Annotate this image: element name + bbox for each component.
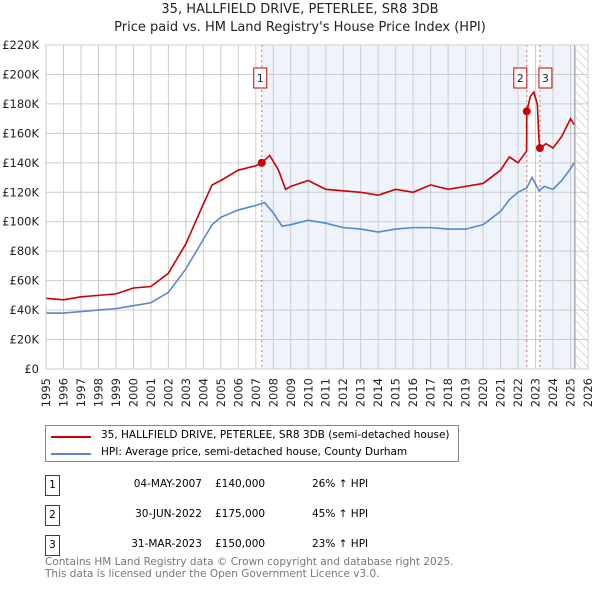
x-tick-label: 2008	[266, 378, 280, 407]
sale-label-box	[513, 67, 528, 89]
legend-hpi: HPI: Average price, semi-detached house,…	[101, 446, 408, 458]
x-tick-label: 2022	[511, 378, 525, 407]
y-tick-label: £140K	[2, 156, 39, 170]
x-tick-label: 2000	[126, 378, 140, 407]
series-line	[45, 90, 575, 301]
legend-blue-line	[51, 453, 91, 455]
x-tick-label: 2025	[564, 378, 578, 407]
future-hatch	[574, 45, 588, 369]
x-tick-label: 2024	[546, 378, 560, 407]
sale-label: 1	[257, 72, 264, 85]
x-tick-label: 2023	[529, 378, 543, 407]
y-tick-label: £100K	[2, 215, 39, 229]
x-tick-label: 2006	[231, 378, 245, 407]
x-tick-label: 2016	[406, 378, 420, 407]
x-tick-label: 2003	[179, 378, 193, 407]
sale-label-box	[538, 67, 553, 89]
sale-marker: 3	[45, 535, 60, 556]
sale-hpi: 45% ↑ HPI	[312, 508, 369, 520]
sale-label: 2	[517, 72, 524, 85]
chart-title: 35, HALLFIELD DRIVE, PETERLEE, SR8 3DB	[161, 2, 439, 17]
x-tick-label: 2020	[476, 378, 490, 407]
y-tick-label: £180K	[2, 97, 39, 111]
x-tick-label: 2001	[144, 378, 158, 407]
sale-label-box	[253, 67, 268, 89]
y-tick-label: £40K	[10, 303, 40, 317]
sale-price: £150,000	[215, 538, 266, 550]
legend: 35, HALLFIELD DRIVE, PETERLEE, SR8 3DB (…	[45, 425, 459, 462]
y-tick-label: £0	[24, 362, 39, 376]
sale-point	[257, 158, 266, 167]
legend-red-line	[51, 436, 91, 438]
y-tick-label: £220K	[2, 38, 39, 52]
sale-date: 04-MAY-2007	[133, 478, 202, 490]
y-tick-label: £60K	[10, 274, 40, 288]
y-tick-label: £200K	[2, 67, 39, 81]
legend-property: 35, HALLFIELD DRIVE, PETERLEE, SR8 3DB (…	[101, 429, 450, 441]
sale-hpi: 23% ↑ HPI	[312, 538, 369, 550]
x-tick-label: 2021	[494, 378, 508, 407]
x-tick-label: 2007	[249, 378, 263, 407]
x-tick-label: 2009	[284, 378, 298, 407]
x-tick-label: 2026	[581, 378, 595, 407]
x-tick-label: 2018	[441, 378, 455, 407]
x-tick-label: 1996	[56, 378, 70, 407]
y-tick-label: £20K	[10, 333, 40, 347]
sale-date: 31-MAR-2023	[131, 538, 202, 550]
sale-label: 3	[542, 72, 549, 85]
x-tick-label: 2013	[354, 378, 368, 407]
x-tick-label: 2005	[214, 378, 228, 407]
sale-price: £175,000	[215, 508, 266, 520]
y-tick-label: £80K	[10, 244, 40, 258]
sale-marker: 2	[45, 505, 60, 526]
table-row: 3 31-MAR-2023 £150,000 23% ↑ HPI	[45, 535, 445, 556]
x-tick-label: 2015	[389, 378, 403, 407]
sale-hpi: 26% ↑ HPI	[312, 478, 369, 490]
x-tick-label: 2014	[371, 378, 385, 407]
sale-date: 30-JUN-2022	[135, 508, 202, 520]
x-tick-label: 2017	[424, 378, 438, 407]
y-tick-label: £120K	[2, 185, 39, 199]
footer-line: Contains HM Land Registry data © Crown c…	[45, 556, 454, 568]
x-tick-label: 2019	[459, 378, 473, 407]
chart-subtitle: Price paid vs. HM Land Registry's House …	[114, 20, 486, 35]
x-tick-label: 1995	[39, 378, 53, 407]
sale-point	[522, 107, 531, 116]
x-tick-label: 2004	[196, 378, 210, 407]
table-row: 1 04-MAY-2007 £140,000 26% ↑ HPI	[45, 475, 445, 496]
x-tick-label: 2002	[161, 378, 175, 407]
y-tick-label: £160K	[2, 126, 39, 140]
plot-border	[45, 44, 589, 370]
x-tick-label: 1998	[91, 378, 105, 407]
price-chart: 1995 1996 1997 1998 1999 2000 2001 2002 2003 2004…	[2, 38, 595, 407]
x-tick-label: 2012	[336, 378, 350, 407]
table-row: 2 30-JUN-2022 £175,000 45% ↑ HPI	[45, 505, 445, 526]
shaded-region	[261, 45, 527, 369]
x-tick-label: 2011	[319, 378, 333, 407]
footer: Contains HM Land Registry data © Crown c…	[45, 556, 453, 580]
sale-marker: 1	[45, 475, 60, 496]
x-tick-label: 1997	[74, 378, 88, 407]
footer-line: This data is licensed under the Open Gov…	[45, 568, 380, 580]
shaded-region	[539, 45, 575, 369]
sale-price: £140,000	[215, 478, 266, 490]
series-line	[46, 162, 575, 314]
x-tick-label: 1999	[109, 378, 123, 407]
x-tick-label: 2010	[301, 378, 315, 407]
sale-point	[535, 144, 544, 153]
